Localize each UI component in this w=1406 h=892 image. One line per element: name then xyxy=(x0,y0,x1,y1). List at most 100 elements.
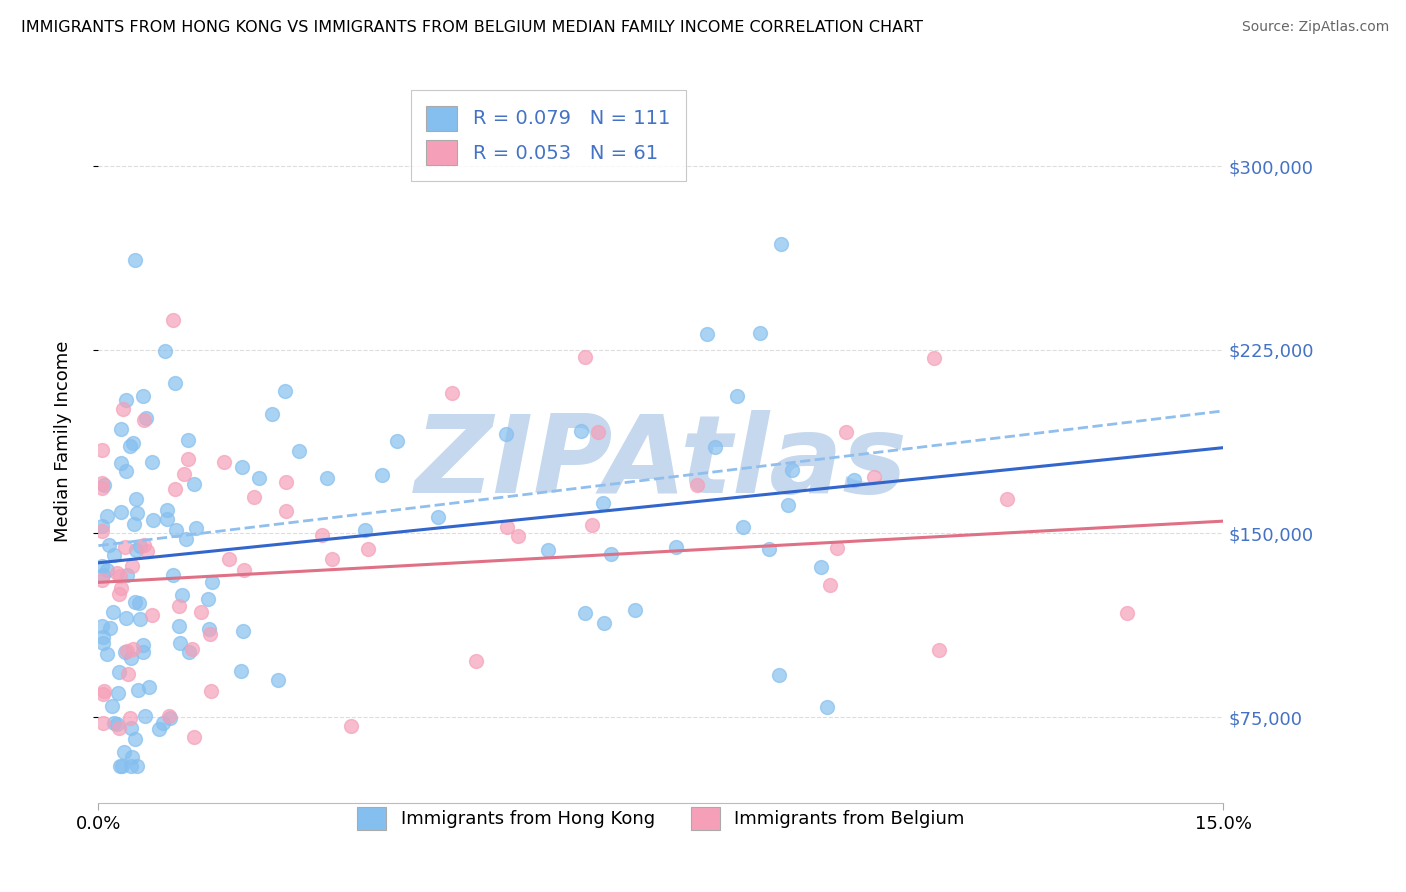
Point xyxy=(111,759,134,773)
Point xyxy=(120,439,142,453)
Point xyxy=(91,443,114,458)
Point xyxy=(288,444,311,458)
Text: Source: ZipAtlas.com: Source: ZipAtlas.com xyxy=(1241,20,1389,34)
Point xyxy=(103,548,125,562)
Point xyxy=(114,541,136,555)
Point xyxy=(232,624,254,638)
Point xyxy=(127,683,149,698)
Point xyxy=(995,492,1018,507)
Point xyxy=(93,715,115,730)
Point xyxy=(262,407,284,421)
Point xyxy=(162,567,184,582)
Point xyxy=(776,498,799,512)
Point xyxy=(581,518,603,533)
Point xyxy=(163,376,186,391)
Point xyxy=(110,582,132,596)
Point xyxy=(506,529,529,543)
Point xyxy=(176,452,198,467)
Point xyxy=(387,434,409,449)
Point xyxy=(115,610,138,624)
Point xyxy=(91,476,114,491)
Point xyxy=(276,475,298,489)
Point xyxy=(177,433,200,447)
Point xyxy=(141,455,163,469)
Point xyxy=(91,619,114,633)
Point xyxy=(156,503,179,517)
Point xyxy=(440,386,463,401)
Point xyxy=(200,683,222,698)
Point xyxy=(91,630,114,644)
Point xyxy=(132,645,155,659)
Point xyxy=(108,721,131,735)
Point xyxy=(122,517,145,532)
Point xyxy=(212,455,235,469)
Point xyxy=(495,426,517,441)
Point xyxy=(117,667,139,681)
Point xyxy=(247,471,270,485)
Point xyxy=(371,468,394,483)
Point xyxy=(127,759,149,773)
Point xyxy=(586,425,609,439)
Point xyxy=(229,665,252,679)
Point xyxy=(818,577,841,591)
Point xyxy=(125,543,148,558)
Point xyxy=(842,474,865,488)
Point xyxy=(91,687,114,701)
Point xyxy=(780,462,803,476)
Point xyxy=(120,711,142,725)
Point xyxy=(91,567,114,582)
Point xyxy=(704,440,727,454)
Point xyxy=(134,709,156,723)
Point xyxy=(427,510,450,524)
Point xyxy=(686,478,709,492)
Point xyxy=(200,626,222,640)
Point xyxy=(233,563,256,577)
Point xyxy=(120,759,142,773)
Point xyxy=(91,573,114,587)
Point xyxy=(184,521,207,535)
Point xyxy=(768,668,790,682)
Point xyxy=(274,504,297,518)
Point xyxy=(197,592,219,607)
Y-axis label: Median Family Income: Median Family Income xyxy=(53,341,72,542)
Point xyxy=(231,459,253,474)
Point xyxy=(124,252,146,267)
Point xyxy=(148,722,170,736)
Point xyxy=(340,719,363,733)
Point xyxy=(198,622,221,636)
Point xyxy=(593,616,616,631)
Legend: Immigrants from Hong Kong, Immigrants from Belgium: Immigrants from Hong Kong, Immigrants fr… xyxy=(343,792,979,845)
Point xyxy=(267,673,290,687)
Point xyxy=(537,543,560,558)
Point xyxy=(117,643,139,657)
Point xyxy=(770,236,793,251)
Point xyxy=(115,464,138,478)
Point xyxy=(758,542,780,557)
Point xyxy=(353,524,375,538)
Point xyxy=(91,518,114,533)
Point xyxy=(124,732,146,747)
Point xyxy=(141,607,163,622)
Point xyxy=(696,326,718,341)
Point xyxy=(183,476,205,491)
Point xyxy=(101,605,124,619)
Point xyxy=(274,384,297,399)
Point xyxy=(115,568,138,582)
Point xyxy=(91,559,114,574)
Point xyxy=(138,681,160,695)
Point xyxy=(180,642,202,657)
Point xyxy=(122,436,145,450)
Point xyxy=(179,645,201,659)
Point xyxy=(928,643,950,657)
Point xyxy=(496,520,519,534)
Point xyxy=(134,538,156,552)
Point xyxy=(165,483,187,497)
Point xyxy=(111,402,134,417)
Point xyxy=(101,699,124,714)
Point xyxy=(121,559,143,574)
Point xyxy=(190,605,212,619)
Point xyxy=(174,532,197,546)
Point xyxy=(120,721,142,735)
Point xyxy=(863,470,886,484)
Point xyxy=(733,520,755,534)
